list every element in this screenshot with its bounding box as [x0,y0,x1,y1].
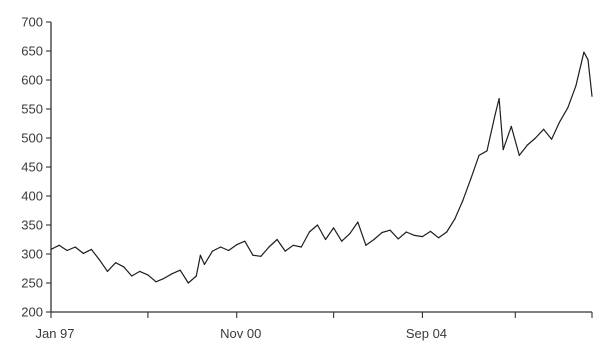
plot-area [50,51,593,284]
data-point [171,273,173,275]
data-point [470,178,472,180]
data-point [139,270,141,272]
data-point [349,233,351,235]
data-point [478,154,480,156]
data-point [220,246,222,248]
data-point [462,200,464,202]
data-point [284,250,286,252]
data-point [373,238,375,241]
data-point [498,98,500,100]
data-point [211,250,214,252]
data-point [163,277,165,279]
data-point [58,244,60,246]
data-point [268,246,270,248]
data-point [526,144,529,146]
data-point [308,231,310,233]
y-tick-label: 200 [21,305,43,320]
data-point [429,230,432,232]
y-axis-ticks: 200 250 300 350 400 450 500 550 600 650 700 [21,15,51,320]
y-tick-label: 600 [21,73,43,88]
data-point [115,262,117,264]
data-point [66,249,68,252]
data-point [199,254,201,256]
y-tick-label: 250 [21,276,43,291]
data-point [123,266,125,268]
data-point [131,275,133,277]
data-point [446,231,448,233]
data-point [551,138,553,140]
data-point [567,107,569,109]
y-tick-label: 400 [21,189,43,204]
data-point [405,231,407,233]
data-point [389,229,391,231]
data-point [486,150,488,152]
data-point [50,248,52,250]
data-point [179,269,181,271]
y-tick-label: 550 [21,102,43,117]
x-tick-label: Jan 97 [35,326,74,341]
data-point [155,281,157,283]
y-tick-label: 450 [21,160,43,175]
data-point [74,246,76,248]
x-axis-ticks: Jan 97 Nov 00 Sep 04 [35,312,593,341]
data-point [543,128,545,130]
x-tick-label: Nov 00 [220,326,261,341]
data-point [90,248,92,250]
data-point [365,244,367,246]
y-tick-label: 700 [21,15,43,30]
data-point [381,231,383,234]
data-point [260,255,262,257]
data-point [82,252,84,254]
data-point [575,85,577,87]
data-point [591,95,593,97]
series-line [50,51,593,284]
data-point [502,149,504,151]
y-tick-label: 300 [21,247,43,262]
data-point [300,246,302,248]
data-point [494,114,496,116]
chart-axes [50,22,592,313]
data-point [438,237,440,239]
data-point [583,51,585,53]
data-point [324,238,327,241]
data-point [510,125,512,127]
data-point [397,238,399,240]
data-point [587,59,589,61]
data-point [98,259,100,261]
data-point [147,274,149,276]
data-point [534,137,537,139]
data-point [454,218,456,220]
x-tick-label: Sep 04 [406,326,447,341]
data-point [559,121,561,123]
data-point [187,282,189,284]
data-point [341,240,343,242]
data-point [236,244,238,246]
data-point [421,236,423,238]
y-tick-label: 500 [21,131,43,146]
data-point [276,238,278,241]
data-point [203,263,205,265]
data-point [252,254,254,256]
data-point [316,224,319,226]
data-point [244,240,246,242]
y-tick-label: 350 [21,218,43,233]
data-point [228,249,230,252]
data-point [333,227,335,229]
data-point [292,244,294,246]
data-point [413,234,415,236]
data-point [357,221,359,223]
y-tick-label: 650 [21,44,43,59]
data-point [195,275,197,277]
data-point [518,154,520,156]
data-point [106,270,109,272]
